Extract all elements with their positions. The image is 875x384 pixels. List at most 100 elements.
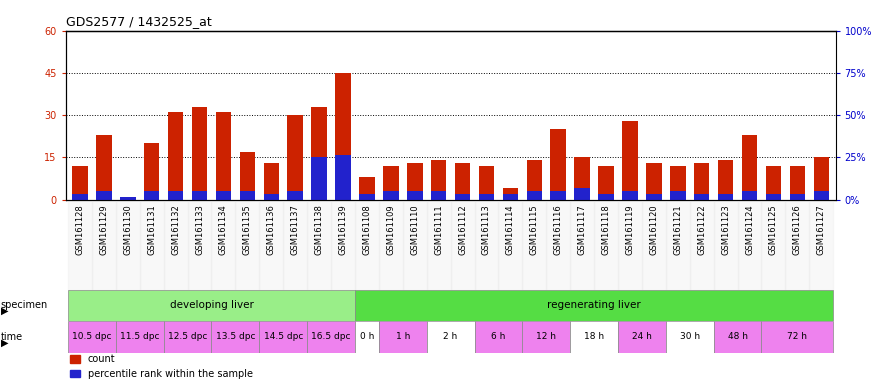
- Text: GSM161131: GSM161131: [147, 204, 157, 255]
- Bar: [430, 191, 446, 200]
- Text: GSM161109: GSM161109: [387, 204, 396, 255]
- Bar: [622, 121, 638, 200]
- Bar: [690, 200, 714, 290]
- Bar: [570, 200, 594, 290]
- Bar: [622, 191, 638, 200]
- Text: GSM161118: GSM161118: [601, 204, 611, 255]
- Bar: [335, 155, 351, 200]
- Bar: [68, 200, 92, 290]
- Bar: [164, 321, 212, 353]
- Bar: [598, 166, 614, 200]
- Text: GSM161113: GSM161113: [482, 204, 491, 255]
- Text: GSM161120: GSM161120: [649, 204, 658, 255]
- Bar: [407, 191, 423, 200]
- Text: 30 h: 30 h: [680, 333, 700, 341]
- Bar: [574, 157, 590, 200]
- Bar: [355, 200, 379, 290]
- Bar: [761, 321, 833, 353]
- Bar: [68, 321, 116, 353]
- Bar: [312, 107, 327, 200]
- Bar: [809, 200, 833, 290]
- Bar: [259, 200, 284, 290]
- Text: regenerating liver: regenerating liver: [547, 300, 641, 310]
- Bar: [618, 321, 666, 353]
- Bar: [766, 166, 781, 200]
- Text: GSM161132: GSM161132: [172, 204, 180, 255]
- Bar: [164, 200, 187, 290]
- Bar: [192, 107, 207, 200]
- Bar: [427, 200, 451, 290]
- Text: GSM161129: GSM161129: [100, 204, 108, 255]
- Text: developing liver: developing liver: [170, 300, 254, 310]
- Text: 1 h: 1 h: [396, 333, 410, 341]
- Text: 12 h: 12 h: [536, 333, 556, 341]
- Bar: [407, 163, 423, 200]
- Bar: [789, 194, 805, 200]
- Bar: [383, 166, 399, 200]
- Bar: [215, 191, 231, 200]
- Bar: [383, 191, 399, 200]
- Text: 10.5 dpc: 10.5 dpc: [72, 333, 112, 341]
- Bar: [96, 191, 112, 200]
- Text: GSM161136: GSM161136: [267, 204, 276, 255]
- Bar: [550, 129, 566, 200]
- Text: ▶: ▶: [1, 306, 9, 316]
- Text: 13.5 dpc: 13.5 dpc: [215, 333, 256, 341]
- Bar: [527, 191, 542, 200]
- Text: 16.5 dpc: 16.5 dpc: [312, 333, 351, 341]
- Text: 11.5 dpc: 11.5 dpc: [120, 333, 159, 341]
- Bar: [168, 113, 184, 200]
- Bar: [714, 200, 738, 290]
- Bar: [192, 191, 207, 200]
- Bar: [761, 200, 786, 290]
- Bar: [287, 191, 303, 200]
- Text: GSM161112: GSM161112: [458, 204, 467, 255]
- Bar: [335, 73, 351, 200]
- Text: 12.5 dpc: 12.5 dpc: [168, 333, 207, 341]
- Bar: [666, 200, 690, 290]
- Bar: [359, 194, 374, 200]
- Text: 2 h: 2 h: [444, 333, 458, 341]
- Text: specimen: specimen: [1, 300, 48, 310]
- Bar: [646, 194, 662, 200]
- Bar: [694, 163, 710, 200]
- Text: GSM161119: GSM161119: [626, 204, 634, 255]
- Text: GSM161135: GSM161135: [243, 204, 252, 255]
- Bar: [646, 163, 662, 200]
- Legend: count, percentile rank within the sample: count, percentile rank within the sample: [71, 354, 253, 379]
- Bar: [379, 321, 427, 353]
- Bar: [570, 321, 618, 353]
- Bar: [546, 200, 570, 290]
- Text: GSM161114: GSM161114: [506, 204, 514, 255]
- Bar: [451, 200, 474, 290]
- Bar: [168, 191, 184, 200]
- Bar: [307, 200, 331, 290]
- Bar: [522, 321, 570, 353]
- Bar: [814, 191, 829, 200]
- Bar: [312, 157, 327, 200]
- Text: 0 h: 0 h: [360, 333, 374, 341]
- Bar: [502, 194, 518, 200]
- Bar: [240, 191, 256, 200]
- Bar: [427, 321, 474, 353]
- Bar: [714, 321, 761, 353]
- Bar: [479, 166, 494, 200]
- Bar: [331, 200, 355, 290]
- Bar: [144, 143, 159, 200]
- Bar: [499, 200, 522, 290]
- Text: GSM161111: GSM161111: [434, 204, 443, 255]
- Text: GSM161133: GSM161133: [195, 204, 204, 255]
- Bar: [574, 189, 590, 200]
- Text: 6 h: 6 h: [491, 333, 506, 341]
- Text: GSM161121: GSM161121: [673, 204, 682, 255]
- Text: 48 h: 48 h: [728, 333, 747, 341]
- Text: GSM161130: GSM161130: [123, 204, 132, 255]
- Bar: [120, 197, 136, 200]
- Text: GSM161125: GSM161125: [769, 204, 778, 255]
- Bar: [738, 200, 761, 290]
- Bar: [263, 194, 279, 200]
- Text: ▶: ▶: [1, 338, 9, 348]
- Bar: [307, 321, 355, 353]
- Bar: [402, 200, 427, 290]
- Bar: [116, 321, 164, 353]
